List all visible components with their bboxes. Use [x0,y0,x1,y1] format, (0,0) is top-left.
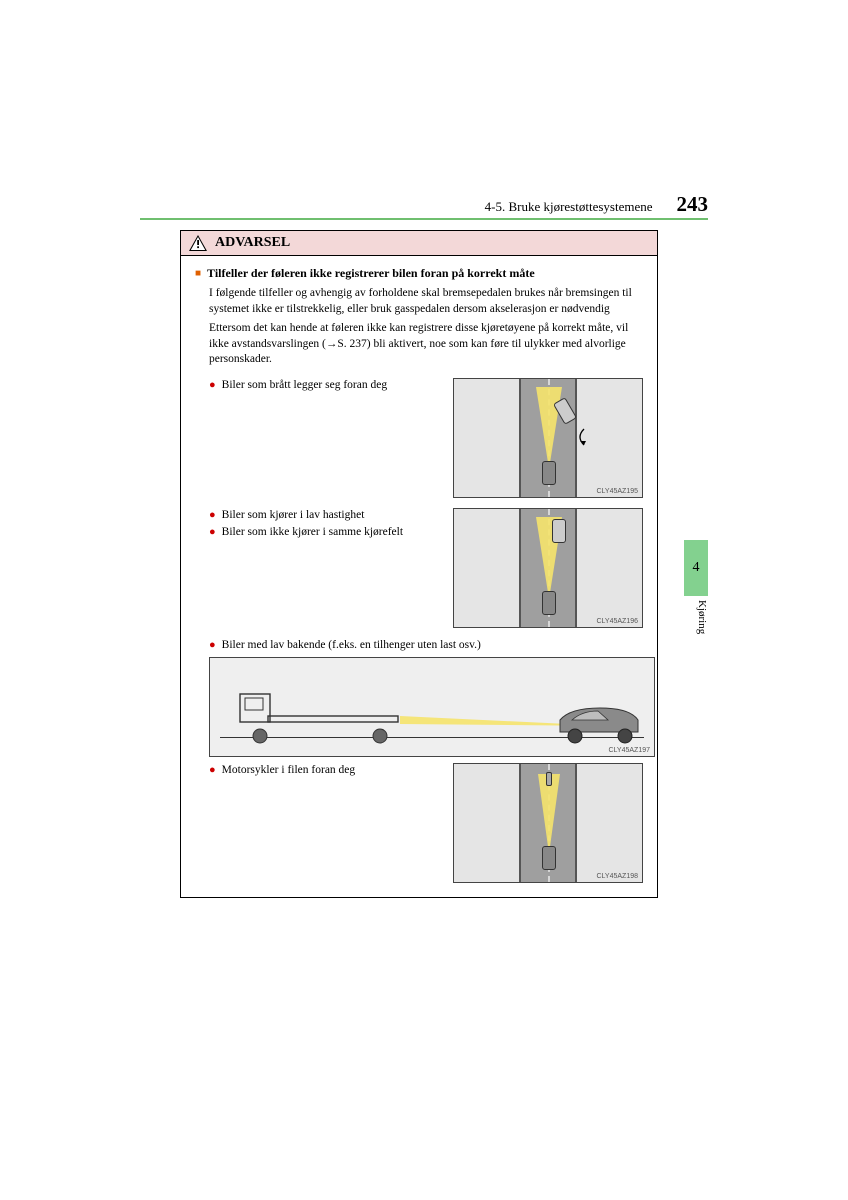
warning-subhead: ■ Tilfeller der føleren ikke registrerer… [195,266,643,282]
diagram-adjacent-lane: CLY45AZ196 [453,508,643,628]
bullet-icon: ● [209,508,216,524]
page-header: 4-5. Bruke kjørestøttesystemene 243 [140,192,708,217]
bullet-line: ● Biler med lav bakende (f.eks. en tilhe… [209,638,643,654]
diagram-low-rear: CLY45AZ197 [209,657,655,757]
diagram-motorcycle: CLY45AZ198 [453,763,643,883]
diagram-caption: CLY45AZ195 [596,488,638,495]
bullet-line: ● Biler som kjører i lav hastighet [209,508,443,524]
diagram-cut-in: CLY45AZ195 [453,378,643,498]
bullet-icon: ● [209,763,216,779]
warning-item: ● Motorsykler i filen foran deg CLY45AZ1… [209,763,643,883]
warning-box: ADVARSEL ■ Tilfeller der føleren ikke re… [180,230,658,898]
warning-icon [189,235,207,251]
diagram-caption: CLY45AZ197 [608,747,650,754]
subhead-text: Tilfeller der føleren ikke registrerer b… [207,266,535,282]
warning-item: ● Biler som brått legger seg foran deg C… [209,378,643,498]
bullet-line: ● Biler som ikke kjører i samme kjørefel… [209,525,443,541]
square-bullet-icon: ■ [195,266,201,282]
warning-item: ● Biler som kjører i lav hastighet ● Bil… [209,508,643,628]
motorcycle-shape [546,772,552,786]
bullet-text: Biler med lav bakende (f.eks. en tilheng… [222,638,481,654]
chapter-label: Kjøring [684,600,708,634]
warning-title: ADVARSEL [215,235,290,251]
chapter-number: 4 [693,560,700,576]
bullet-icon: ● [209,638,216,654]
page-number: 243 [677,192,709,217]
warning-paragraph-2: Ettersom det kan hende at føleren ikke k… [209,321,643,368]
bullet-icon: ● [209,378,216,394]
bullet-line: ● Motorsykler i filen foran deg [209,763,443,779]
section-title: 4-5. Bruke kjørestøttesystemene [485,199,653,215]
bullet-text: Biler som ikke kjører i samme kjørefelt [222,525,403,541]
warning-paragraph-1: I følgende tilfeller og avhengig av forh… [209,286,643,317]
bullet-text: Biler som kjører i lav hastighet [222,508,365,524]
bullet-line: ● Biler som brått legger seg foran deg [209,378,443,394]
item-text-block: ● Motorsykler i filen foran deg [209,763,443,883]
header-rule [140,218,708,220]
diagram-caption: CLY45AZ198 [596,873,638,880]
warning-item: ● Biler med lav bakende (f.eks. en tilhe… [195,638,643,758]
warning-header: ADVARSEL [181,231,657,256]
bullet-icon: ● [209,525,216,541]
bullet-text: Motorsykler i filen foran deg [222,763,356,779]
diagram-caption: CLY45AZ196 [596,618,638,625]
item-text-block: ● Biler som brått legger seg foran deg [209,378,443,498]
warning-body: ■ Tilfeller der føleren ikke registrerer… [181,256,657,897]
chapter-tab: 4 [684,540,708,596]
item-text-block: ● Biler som kjører i lav hastighet ● Bil… [209,508,443,628]
bullet-text: Biler som brått legger seg foran deg [222,378,387,394]
